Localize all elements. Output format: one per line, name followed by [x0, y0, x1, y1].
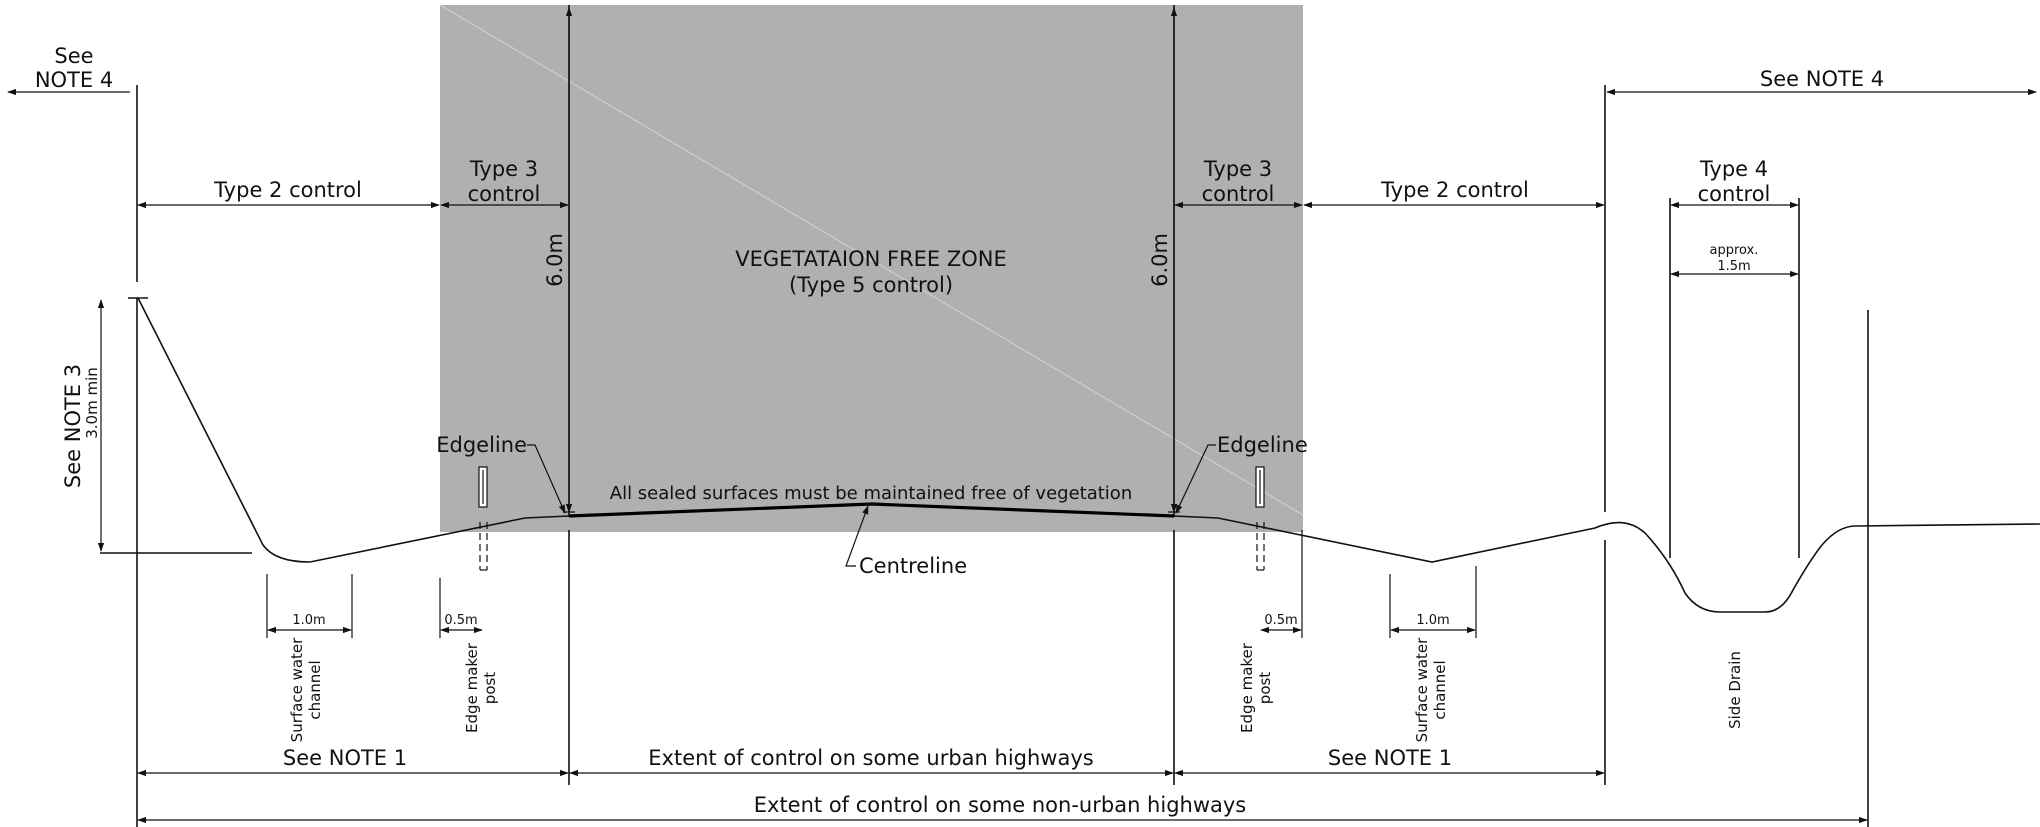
dim-1m-right: 1.0m — [1416, 613, 1449, 628]
type2-control-left: Type 2 control — [213, 178, 362, 202]
urban-extent: Extent of control on some urban highways — [648, 746, 1093, 770]
see-note4-left-line2: NOTE 4 — [35, 68, 113, 92]
type3-control-left-line2: control — [468, 182, 541, 206]
edge-marker-post-right-line2: post — [1256, 672, 1274, 705]
centreline-label: Centreline — [859, 554, 967, 578]
dim-05m-right: 0.5m — [1264, 613, 1297, 628]
approx-value: 1.5m — [1717, 259, 1750, 274]
type3-control-right-line1: Type 3 — [1203, 157, 1272, 181]
edge-marker-post-left — [478, 466, 488, 571]
dim-05m-left: 0.5m — [444, 613, 477, 628]
see-note4-right: See NOTE 4 — [1760, 67, 1884, 91]
type4-control-line1: Type 4 — [1699, 157, 1768, 181]
edge-marker-post-left-line1: Edge maker — [463, 642, 481, 733]
edgeline-right: Edgeline — [1217, 433, 1308, 457]
approx-label: approx. — [1710, 243, 1759, 258]
surface-water-channel-right-line2: channel — [1431, 660, 1449, 719]
type3-control-right-line2: control — [1202, 182, 1275, 206]
leaders — [527, 444, 1216, 567]
zone-title: VEGETATAION FREE ZONE — [735, 247, 1007, 271]
type4-control-line2: control — [1698, 182, 1771, 206]
type2-control-right: Type 2 control — [1380, 178, 1529, 202]
surface-water-channel-left-line1: Surface water — [288, 637, 306, 742]
surface-water-channel-left-line2: channel — [306, 660, 324, 719]
type3-control-left-line1: Type 3 — [469, 157, 538, 181]
see-note1-right: See NOTE 1 — [1328, 746, 1452, 770]
sealed-surfaces-note: All sealed surfaces must be maintained f… — [610, 483, 1132, 504]
edge-marker-post-right — [1255, 466, 1265, 571]
nonurban-extent: Extent of control on some non-urban high… — [754, 793, 1247, 817]
see-note1-left: See NOTE 1 — [283, 746, 407, 770]
vegetation-free-zone — [440, 5, 1303, 532]
see-note4-left-line1: See — [54, 44, 93, 68]
dimension-lines — [7, 7, 2037, 824]
height-6m-left: 6.0m — [543, 233, 567, 287]
surface-water-channel-right-line1: Surface water — [1413, 637, 1431, 742]
dim-1m-left: 1.0m — [292, 613, 325, 628]
zone-subtitle: (Type 5 control) — [789, 273, 953, 297]
height-6m-right: 6.0m — [1148, 233, 1172, 287]
edgeline-left: Edgeline — [436, 433, 527, 457]
side-drain-label: Side Drain — [1726, 651, 1744, 729]
see-note3: See NOTE 3 — [61, 364, 85, 488]
zone-faint-diagonal — [439, 4, 1304, 516]
min-3m: 3.0m min — [83, 367, 101, 439]
edge-marker-post-right-line1: Edge maker — [1238, 642, 1256, 733]
edge-marker-post-left-line2: post — [481, 672, 499, 705]
